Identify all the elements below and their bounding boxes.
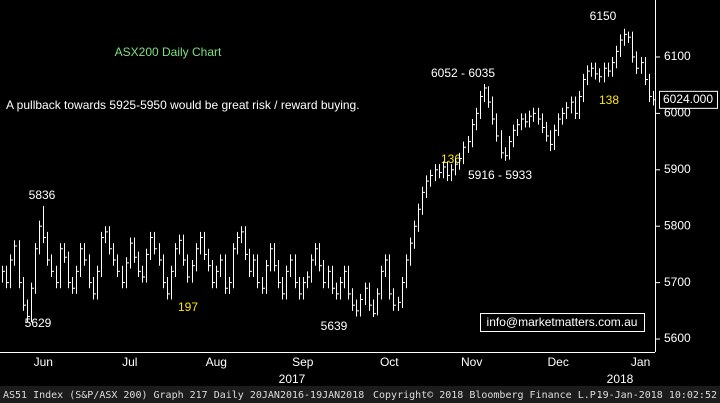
y-tick-label: 6100 xyxy=(664,49,691,63)
x-tick-label: Jul xyxy=(122,355,137,369)
x-tick-label: Sep xyxy=(292,355,314,369)
x-tick-label: Oct xyxy=(380,355,399,369)
y-tick-label: 5900 xyxy=(664,162,691,176)
annotation: 5639 xyxy=(321,319,348,333)
x-tick-label: Nov xyxy=(461,355,482,369)
y-tick-label: 5700 xyxy=(664,275,691,289)
annotation: 6150 xyxy=(590,9,617,23)
y-tick-label: 6000 xyxy=(664,106,691,120)
annotation: 138 xyxy=(599,93,619,107)
x-tick-label: Dec xyxy=(548,355,569,369)
watermark-box xyxy=(480,313,645,332)
footer-center: Copyright© 2018 Bloomberg Finance L.P. xyxy=(373,390,602,401)
annotation: 5836 xyxy=(29,188,56,202)
year-label: 2018 xyxy=(607,372,634,386)
chart-subtitle: A pullback towards 5925-5950 would be gr… xyxy=(6,98,360,112)
y-tick-label: 5800 xyxy=(664,218,691,232)
x-tick-label: Jun xyxy=(34,355,53,369)
chart-title: ASX200 Daily Chart xyxy=(115,45,222,59)
annotation: 5916 - 5933 xyxy=(468,168,532,182)
y-tick-label: 5600 xyxy=(664,331,691,345)
watermark: info@marketmatters.com.au xyxy=(487,315,638,329)
annotation: 136 xyxy=(441,152,461,166)
year-label: 2017 xyxy=(279,372,306,386)
footer-right: 19-Jan-2018 10:02:52 xyxy=(597,390,717,401)
footer-left: AS51 Index (S&P/ASX 200) Graph 217 Daily… xyxy=(3,390,364,401)
annotation: 6052 - 6035 xyxy=(431,66,495,80)
x-tick-label: Jan xyxy=(631,355,650,369)
last-price-label: 6024.000 xyxy=(663,92,713,106)
annotation: 197 xyxy=(178,300,198,314)
annotation: 5629 xyxy=(25,316,52,330)
x-tick-label: Aug xyxy=(206,355,227,369)
footer-bar xyxy=(0,386,720,403)
last-price-box xyxy=(659,90,718,109)
